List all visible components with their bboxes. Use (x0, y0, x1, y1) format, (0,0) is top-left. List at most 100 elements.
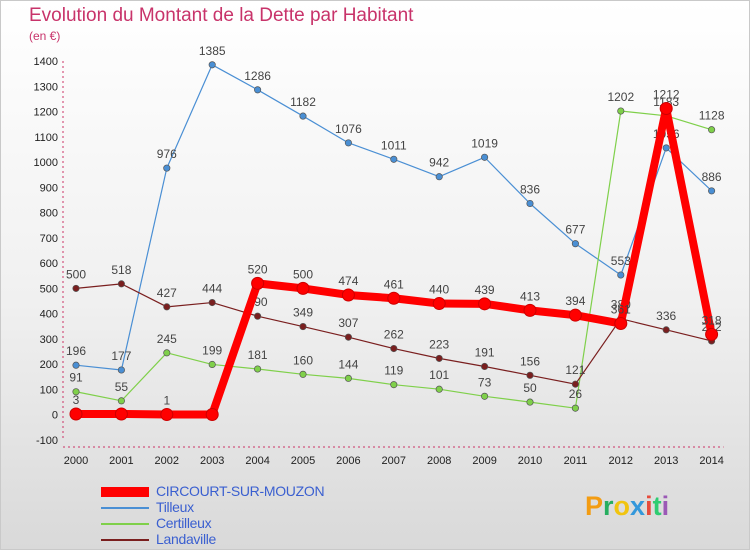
legend-label: Landaville (156, 531, 217, 547)
data-label: 1182 (290, 95, 316, 109)
data-point (435, 385, 443, 393)
y-tick-label: 1100 (34, 132, 58, 144)
data-label: 26 (569, 387, 583, 401)
data-label: 1385 (199, 44, 226, 58)
y-tick-label: 1300 (34, 81, 58, 93)
x-tick-label: 2006 (336, 455, 360, 467)
data-point (299, 112, 307, 120)
data-label: 518 (111, 263, 131, 277)
data-point (163, 164, 171, 172)
legend-swatch (101, 507, 149, 509)
data-label: 1076 (335, 122, 362, 136)
logo-letter: i (645, 491, 653, 521)
data-point (163, 303, 171, 311)
data-label: 394 (565, 294, 585, 308)
y-tick-label: 100 (40, 384, 58, 396)
data-label: 3 (73, 393, 80, 407)
data-point (254, 312, 262, 320)
y-tick-label: 800 (40, 208, 58, 220)
y-tick-label: 300 (40, 334, 58, 346)
data-point (208, 61, 216, 69)
data-point (72, 361, 80, 369)
data-label: 500 (66, 267, 86, 281)
data-label: 836 (520, 183, 540, 197)
chart-title: Evolution du Montant de la Dette par Hab… (29, 5, 414, 26)
data-point (571, 240, 579, 248)
data-label: 196 (66, 344, 86, 358)
x-tick-label: 2003 (200, 455, 224, 467)
data-label: 336 (656, 309, 676, 323)
data-point (205, 407, 219, 421)
y-tick-label: -100 (36, 435, 58, 447)
data-label: 55 (115, 380, 129, 394)
data-label: 181 (248, 348, 268, 362)
data-label: 1019 (471, 136, 498, 150)
x-tick-label: 2001 (109, 455, 133, 467)
data-point (568, 308, 582, 322)
data-label: 1128 (699, 109, 725, 123)
data-point (390, 155, 398, 163)
logo-letter: o (613, 491, 631, 521)
data-point (705, 327, 719, 341)
data-label: 439 (475, 283, 495, 297)
data-point (160, 407, 174, 421)
chart-subtitle: (en €) (29, 29, 61, 43)
data-label: 177 (111, 349, 131, 363)
data-label: 444 (202, 282, 222, 296)
data-point (571, 380, 579, 388)
data-point (526, 398, 534, 406)
data-label: 50 (523, 381, 537, 395)
data-label: 361 (611, 303, 631, 317)
data-point (435, 354, 443, 362)
data-point (387, 291, 401, 305)
data-point (478, 297, 492, 311)
data-point (432, 297, 446, 311)
y-tick-label: 600 (40, 258, 58, 270)
logo-letter: P (585, 491, 604, 521)
data-label: 427 (157, 286, 177, 300)
data-label: 1202 (607, 90, 634, 104)
x-tick-label: 2004 (245, 455, 269, 467)
proxiti-logo: Proxiti (585, 491, 669, 522)
logo-letter: x (630, 491, 646, 521)
y-tick-label: 500 (40, 283, 58, 295)
data-label: 886 (702, 170, 722, 184)
data-point (523, 303, 537, 317)
data-point (344, 139, 352, 147)
data-point (571, 404, 579, 412)
data-label: 461 (384, 277, 404, 291)
data-point (662, 144, 670, 152)
data-label: 318 (702, 313, 722, 327)
data-point (708, 126, 716, 134)
y-tick-label: 200 (40, 359, 58, 371)
legend-label: Tilleux (156, 499, 194, 515)
logo-letter: i (661, 491, 670, 521)
data-point (481, 392, 489, 400)
x-tick-label: 2007 (382, 455, 406, 467)
data-label: 500 (293, 267, 313, 281)
data-point (117, 366, 125, 374)
logo-letter: t (652, 491, 662, 521)
y-tick-label: 700 (40, 233, 58, 245)
data-label: 349 (293, 306, 313, 320)
x-tick-label: 2014 (699, 455, 723, 467)
data-point (117, 397, 125, 405)
legend-label: Certilleux (156, 515, 212, 531)
data-point (296, 281, 310, 295)
data-label: 1212 (653, 88, 680, 102)
data-point (163, 349, 171, 357)
data-point (617, 271, 625, 279)
data-point (526, 199, 534, 208)
data-label: 101 (429, 368, 449, 382)
data-point (299, 323, 307, 331)
y-tick-label: 1200 (34, 107, 58, 119)
data-point (617, 107, 625, 115)
data-label: 1183 (653, 95, 679, 109)
data-label: 520 (248, 262, 268, 276)
data-label: 121 (565, 363, 585, 377)
data-point (341, 288, 355, 302)
x-tick-label: 2002 (155, 455, 179, 467)
legend-label: CIRCOURT-SUR-MOUZON (156, 483, 325, 499)
data-point (72, 284, 80, 292)
legend-swatch (101, 539, 149, 541)
